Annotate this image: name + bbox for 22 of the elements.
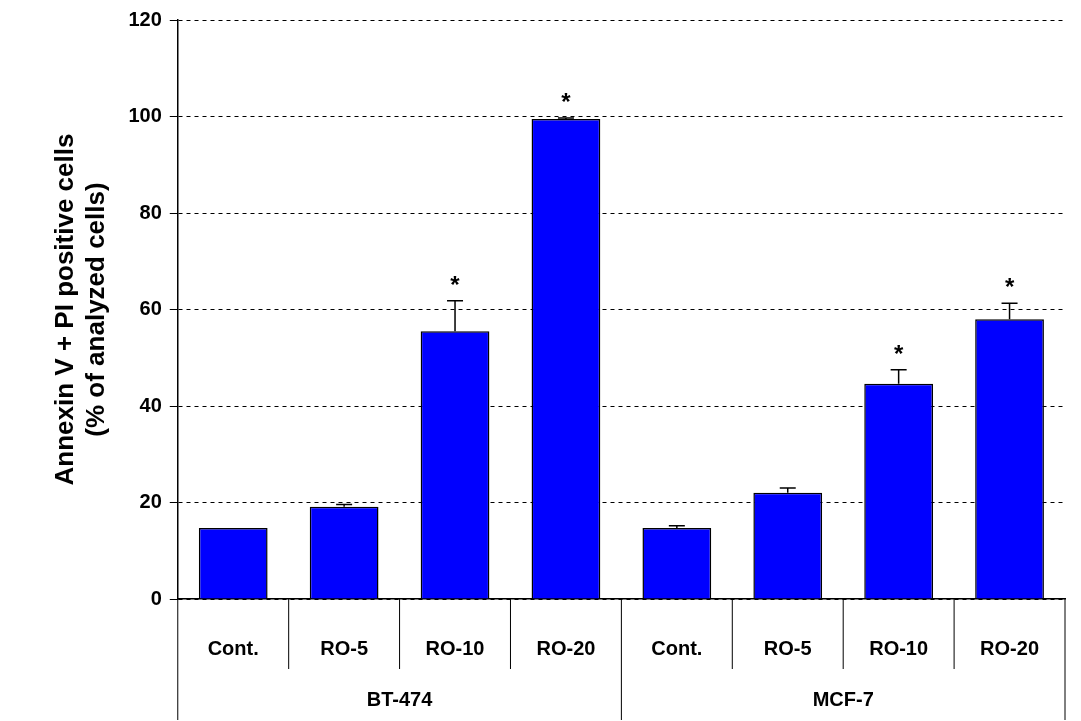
x-tick-label: Cont. (207, 636, 259, 659)
y-tick-label: 60 (139, 297, 162, 320)
text: MCF-7 (812, 687, 874, 710)
x-tick-label: RO-10 (869, 636, 929, 659)
x-tick-label: RO-5 (320, 636, 369, 659)
x-tick-label: RO-10 (425, 636, 485, 659)
x-tick-label: RO-5 (763, 636, 812, 659)
x-tick-label: RO-20 (536, 636, 596, 659)
data-label: * (561, 87, 572, 115)
y-tick-label: 100 (128, 104, 162, 127)
x-tick-label: RO-20 (980, 636, 1039, 659)
y-tick-label: 20 (139, 490, 162, 513)
y-tick-label: 120 (128, 7, 162, 30)
x-tick-label: Cont. (651, 636, 703, 659)
data-label: * (893, 339, 904, 367)
text: BT-474 (366, 687, 434, 710)
y-tick-label: 80 (139, 200, 162, 223)
y-tick-label: 40 (139, 393, 162, 416)
y-tick-label: 0 (150, 586, 162, 609)
data-label: * (1004, 273, 1015, 301)
data-label: * (450, 270, 461, 298)
y-axis-title: Annexin V + PI positive cells (% of analyzed cells) (48, 133, 110, 486)
